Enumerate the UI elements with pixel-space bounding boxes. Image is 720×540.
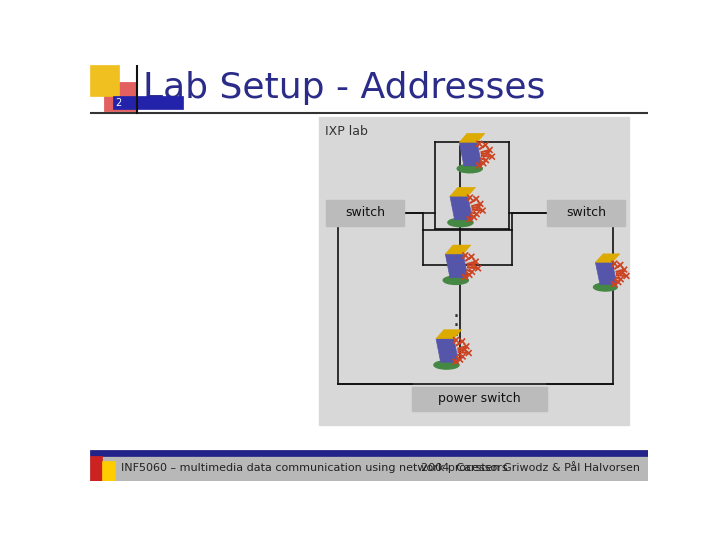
Bar xyxy=(102,461,114,481)
Bar xyxy=(319,117,629,425)
Polygon shape xyxy=(459,133,485,142)
Bar xyxy=(90,65,120,96)
Text: .: . xyxy=(452,310,459,330)
Bar xyxy=(326,200,404,226)
Bar xyxy=(547,200,625,226)
Bar xyxy=(90,456,102,481)
Polygon shape xyxy=(446,245,471,254)
Text: 2: 2 xyxy=(116,98,122,109)
Ellipse shape xyxy=(448,218,473,227)
Text: IXP lab: IXP lab xyxy=(325,125,368,138)
Bar xyxy=(90,450,648,456)
Bar xyxy=(113,96,183,110)
Text: switch: switch xyxy=(566,206,606,219)
Polygon shape xyxy=(436,339,459,362)
Text: Lab Setup - Addresses: Lab Setup - Addresses xyxy=(143,71,545,105)
Text: power switch: power switch xyxy=(438,393,521,406)
Polygon shape xyxy=(459,142,482,166)
Polygon shape xyxy=(450,187,476,196)
Text: .: . xyxy=(452,320,459,340)
Bar xyxy=(104,82,137,111)
Polygon shape xyxy=(450,196,472,220)
Polygon shape xyxy=(595,262,617,285)
Ellipse shape xyxy=(434,361,459,369)
Text: .: . xyxy=(452,301,459,321)
Text: switch: switch xyxy=(345,206,385,219)
Text: INF5060 – multimedia data communication using network processors: INF5060 – multimedia data communication … xyxy=(121,463,508,473)
Ellipse shape xyxy=(593,283,617,291)
Bar xyxy=(412,387,547,411)
Polygon shape xyxy=(446,254,468,278)
Ellipse shape xyxy=(444,276,468,285)
Polygon shape xyxy=(595,254,620,262)
Text: 2004  Carsten Griwodz & Pål Halvorsen: 2004 Carsten Griwodz & Pål Halvorsen xyxy=(421,463,640,473)
Polygon shape xyxy=(436,330,462,339)
Bar xyxy=(90,450,648,481)
Ellipse shape xyxy=(457,165,482,173)
